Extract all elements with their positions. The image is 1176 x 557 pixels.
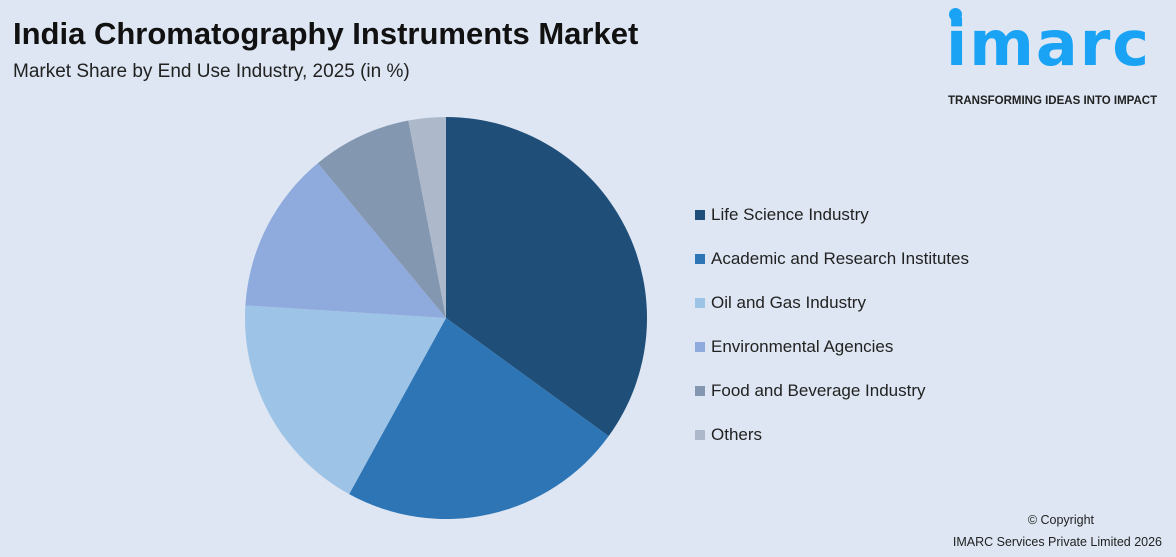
- imarc-logo: imarc TRANSFORMING IDEAS INTO IMPACT: [946, 6, 1170, 110]
- legend-label: Academic and Research Institutes: [711, 249, 969, 268]
- pie-slice-environmental-agencies: [245, 163, 446, 318]
- pie-slice-others: [408, 117, 446, 318]
- legend-swatch: [695, 254, 705, 264]
- legend-swatch: [695, 342, 705, 352]
- legend-label: Oil and Gas Industry: [711, 293, 866, 312]
- pie-slice-oil-and-gas-industry: [245, 305, 446, 495]
- logo-tagline: TRANSFORMING IDEAS INTO IMPACT: [948, 95, 1158, 107]
- pie-slice-food-and-beverage-industry: [317, 120, 446, 318]
- legend-item: Environmental Agencies: [695, 325, 969, 369]
- company-credit: IMARC Services Private Limited 2026: [952, 535, 1162, 549]
- legend-label: Food and Beverage Industry: [711, 381, 926, 400]
- pie-slice-academic-and-research-institutes: [349, 318, 609, 519]
- legend-swatch: [695, 386, 705, 396]
- legend-item: Life Science Industry: [695, 193, 969, 237]
- copyright: © Copyright: [1027, 513, 1094, 527]
- legend-swatch: [695, 298, 705, 308]
- pie-slice-life-science-industry: [446, 117, 647, 437]
- legend-label: Life Science Industry: [711, 205, 869, 224]
- legend-swatch: [695, 210, 705, 220]
- legend-label: Environmental Agencies: [711, 337, 894, 356]
- logo-word: imarc: [946, 7, 1152, 80]
- legend-label: Others: [711, 425, 763, 444]
- legend-swatch: [695, 430, 705, 440]
- legend-item: Oil and Gas Industry: [695, 281, 969, 325]
- legend-item: Others: [695, 413, 969, 457]
- chart-subtitle: Market Share by End Use Industry, 2025 (…: [13, 61, 410, 82]
- legend: Life Science Industry Academic and Resear…: [695, 193, 969, 457]
- legend-item: Academic and Research Institutes: [695, 237, 969, 281]
- legend-item: Food and Beverage Industry: [695, 369, 969, 413]
- logo-dot: [949, 8, 962, 21]
- chart-title: India Chromatography Instruments Market: [13, 16, 639, 51]
